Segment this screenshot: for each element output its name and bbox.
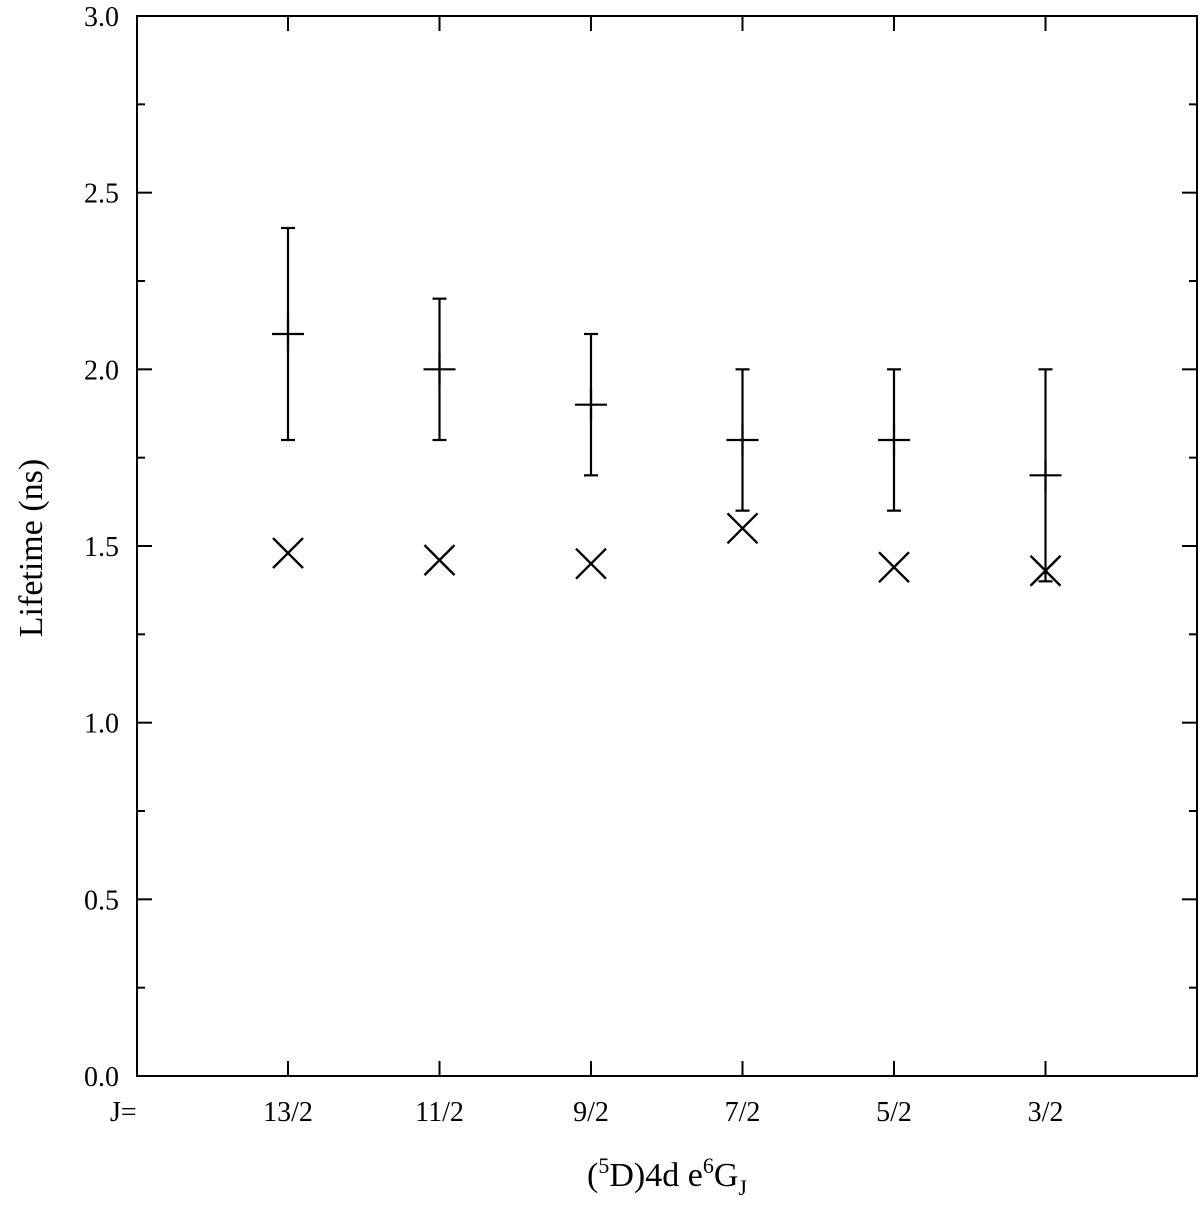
cross-marker-b xyxy=(1029,554,1062,587)
calculated-point xyxy=(1029,554,1062,587)
data-series xyxy=(272,226,1062,587)
calculated-point xyxy=(878,551,910,584)
y-tick-label: 0.5 xyxy=(84,885,119,916)
measured-point xyxy=(575,332,607,477)
y-tick-label: 1.0 xyxy=(84,709,119,740)
x-tick-label: 3/2 xyxy=(1028,1097,1064,1128)
calculated-point xyxy=(575,547,607,580)
cross-marker-b xyxy=(272,537,304,569)
y-tick-label: 3.0 xyxy=(84,2,119,33)
cross-marker-b xyxy=(575,547,607,580)
measured-point xyxy=(878,368,910,512)
x-tick-label: 11/2 xyxy=(415,1097,464,1128)
y-tick-label: 2.0 xyxy=(84,355,119,386)
y-tick-label: 2.5 xyxy=(84,179,119,210)
y-tick-label: 1.5 xyxy=(84,532,119,563)
y-tick-label: 0.0 xyxy=(84,1062,119,1093)
cross-marker-b xyxy=(878,551,910,584)
x-title-sup-5: 5 xyxy=(598,1153,609,1178)
x-tick-label: 13/2 xyxy=(263,1097,313,1128)
cross-marker-b xyxy=(726,512,759,545)
x-title-sup-6: 6 xyxy=(703,1153,714,1178)
calculated-point xyxy=(423,544,456,576)
x-title-base: G xyxy=(714,1157,739,1194)
x-tick-label: 9/2 xyxy=(573,1097,609,1128)
x-axis-title: (5D)4d e6GJ xyxy=(587,1153,747,1200)
measured-point xyxy=(726,368,759,512)
calculated-point xyxy=(272,537,304,569)
calculated-point xyxy=(726,512,759,545)
y-axis-title: Lifetime (ns) xyxy=(13,459,50,637)
cross-marker-b xyxy=(423,544,456,576)
measured-point xyxy=(423,297,456,442)
x-axis: 13/2 11/2 9/2 7/2 5/2 3/2 xyxy=(263,16,1063,1128)
y-axis: 0.0 0.5 1.0 1.5 2.0 2.5 3.0 xyxy=(84,2,1197,1093)
measured-point xyxy=(1029,368,1062,583)
measured-point xyxy=(272,226,304,442)
x-title-open-paren: ( xyxy=(587,1157,598,1194)
x-title-mid: D)4d e xyxy=(609,1157,702,1194)
x-tick-label: 7/2 xyxy=(725,1097,761,1128)
x-title-sub-j: J xyxy=(738,1175,747,1200)
x-prefix-label: J= xyxy=(110,1097,137,1128)
x-tick-label: 5/2 xyxy=(876,1097,912,1128)
